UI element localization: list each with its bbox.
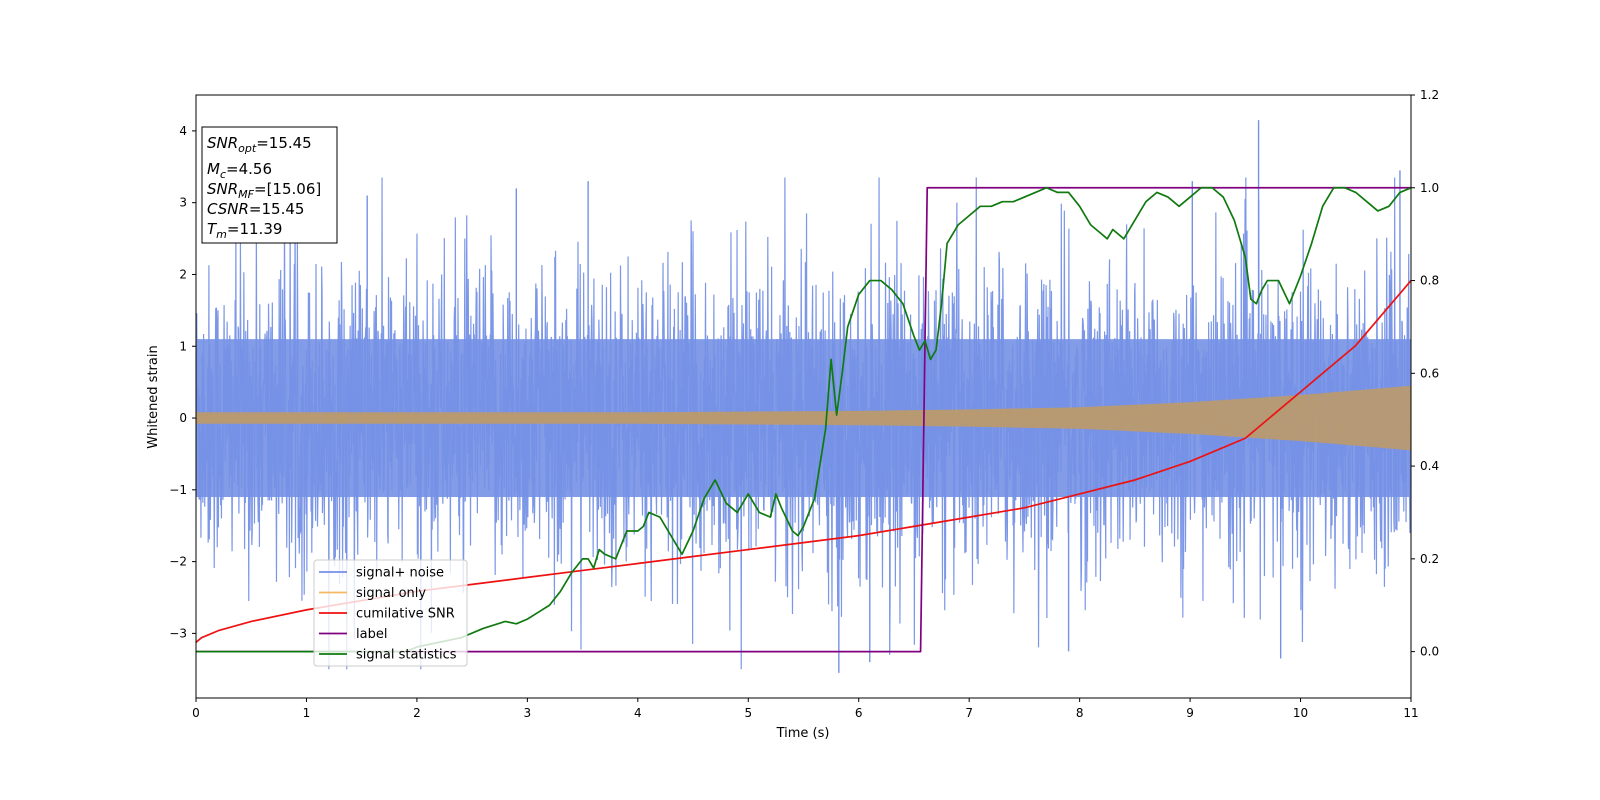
signal-only-line — [196, 391, 1411, 451]
legend-label: label — [356, 627, 387, 642]
x-tick-label: 1 — [303, 706, 311, 720]
legend-label: signal statistics — [356, 648, 457, 663]
y-left-tick-label: 3 — [179, 196, 187, 210]
legend: signal+ noise signal only cumilative SNR la… — [313, 559, 468, 667]
x-tick-label: 7 — [965, 706, 973, 720]
annotation-line: SNRopt=15.45 — [207, 134, 312, 155]
legend-label: signal+ noise — [356, 566, 444, 581]
y-axis-left-label: Whitened strain — [146, 345, 161, 448]
legend-frame — [313, 559, 468, 667]
annotation-line: Tm=11.39 — [207, 220, 282, 241]
legend-label: cumilative SNR — [356, 607, 455, 622]
x-tick-label: 6 — [855, 706, 863, 720]
signal-only-series — [196, 385, 1411, 451]
right-axis-series — [196, 186, 1411, 653]
x-axis-label: Time (s) — [776, 726, 830, 741]
x-tick-label: 0 — [192, 706, 200, 720]
cumulative-snr-line — [196, 279, 1411, 643]
y-left-tick-label: −3 — [169, 626, 187, 640]
annotation-line: SNRMF=[15.06] — [207, 180, 321, 201]
y-right-tick-label: 0.0 — [1420, 645, 1439, 659]
plot-frame — [195, 94, 1412, 699]
x-tick-label: 9 — [1186, 706, 1194, 720]
y-right-tick-label: 0.4 — [1420, 459, 1439, 473]
x-tick-label: 10 — [1293, 706, 1308, 720]
x-axis: 0 1 2 3 4 5 6 7 8 9 10 11 — [192, 698, 1419, 720]
y-left-tick-label: 4 — [179, 124, 187, 138]
y-left-tick-label: 2 — [179, 267, 187, 281]
x-tick-label: 5 — [744, 706, 752, 720]
y-left-tick-label: 0 — [179, 411, 187, 425]
signal-statistics-line — [196, 186, 1411, 653]
legend-label: signal only — [356, 586, 426, 601]
annotation-line: Mc=4.56 — [207, 160, 272, 181]
y-left-tick-label: −2 — [169, 555, 187, 569]
x-tick-label: 3 — [524, 706, 532, 720]
annotation-line: CSNR=15.45 — [207, 200, 304, 218]
y-right-tick-label: 1.0 — [1420, 181, 1439, 195]
snr-annotation-box: SNRopt=15.45 Mc=4.56SNRMF=[15.06]CSNR=15.… — [201, 126, 338, 244]
y-right-tick-label: 0.6 — [1420, 366, 1439, 380]
y-left-tick-label: 1 — [179, 339, 187, 353]
x-tick-label: 8 — [1076, 706, 1084, 720]
y-right-tick-label: 0.2 — [1420, 552, 1439, 566]
y-axis-right: 0.0 0.2 0.4 0.6 0.8 1.0 1.2 — [1411, 88, 1439, 659]
annotation-frame — [201, 126, 338, 244]
y-right-tick-label: 0.8 — [1420, 274, 1439, 288]
x-tick-label: 11 — [1403, 706, 1418, 720]
y-right-tick-label: 1.2 — [1420, 88, 1439, 102]
plot-area — [196, 120, 1411, 673]
x-tick-label: 2 — [413, 706, 421, 720]
x-tick-label: 4 — [634, 706, 642, 720]
y-axis-left: −3 −2 −1 0 1 2 3 4 — [169, 124, 196, 640]
label-line — [196, 186, 1411, 653]
y-left-tick-label: −1 — [169, 483, 187, 497]
